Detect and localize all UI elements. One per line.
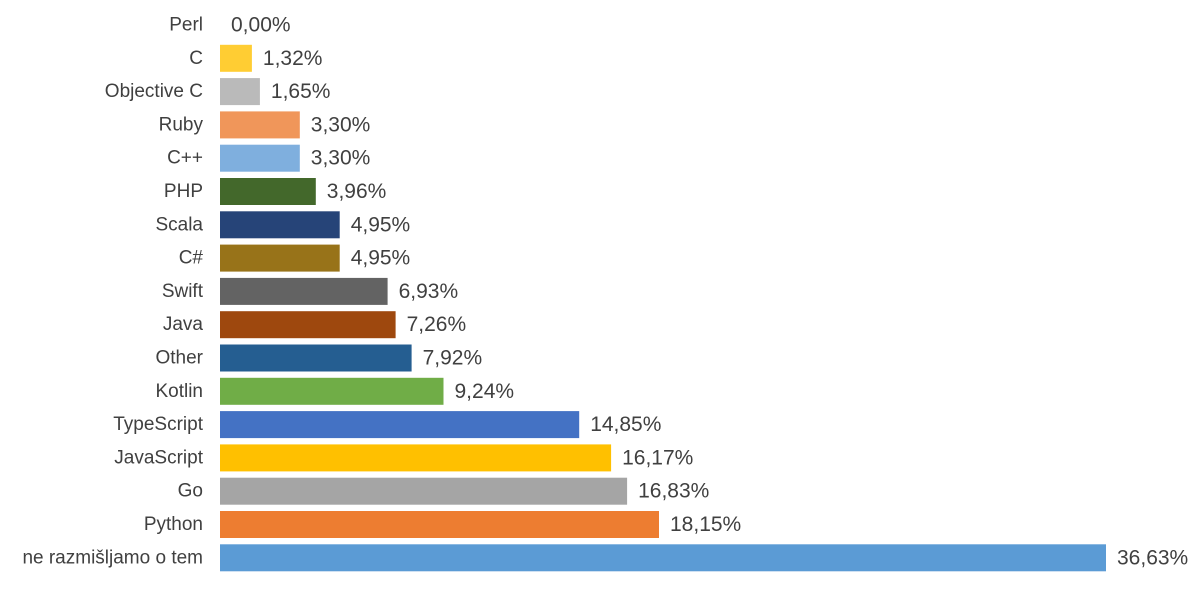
value-label: 16,83% bbox=[638, 480, 709, 503]
value-label: 3,30% bbox=[311, 113, 371, 136]
value-label: 36,63% bbox=[1117, 546, 1188, 569]
category-label: TypeScript bbox=[113, 414, 203, 435]
bar-6 bbox=[220, 211, 340, 239]
bar-4 bbox=[220, 144, 300, 172]
bar-15 bbox=[220, 511, 659, 538]
category-label: Scala bbox=[155, 214, 203, 235]
category-label: C++ bbox=[167, 148, 203, 169]
category-label: Swift bbox=[162, 281, 204, 302]
value-label: 1,65% bbox=[271, 80, 331, 103]
value-label: 3,96% bbox=[327, 180, 387, 203]
category-label: Other bbox=[155, 348, 203, 369]
value-labels-group: 0,00% 1,32% 1,65% 3,30% 3,30% 3,96% 4,95% 4,95%… bbox=[231, 14, 1188, 570]
bar-12 bbox=[220, 411, 580, 439]
bar-8 bbox=[220, 277, 388, 305]
category-label: Java bbox=[163, 314, 204, 335]
category-label: C bbox=[189, 48, 203, 69]
value-label: 7,26% bbox=[407, 313, 467, 336]
category-label: JavaScript bbox=[114, 447, 203, 468]
value-label: 6,93% bbox=[399, 280, 459, 303]
bar-5 bbox=[220, 178, 316, 205]
bar-2 bbox=[220, 78, 260, 106]
bar-13 bbox=[220, 444, 612, 472]
bar-14 bbox=[220, 477, 628, 505]
category-label: Python bbox=[144, 514, 203, 535]
value-label: 16,17% bbox=[622, 446, 693, 469]
bar-7 bbox=[220, 244, 340, 272]
category-label: ne razmišljamo o tem bbox=[22, 547, 203, 568]
value-label: 4,95% bbox=[351, 247, 411, 270]
category-label: C# bbox=[179, 248, 204, 269]
category-label: Ruby bbox=[159, 114, 204, 135]
value-label: 0,00% bbox=[231, 14, 291, 37]
category-label: PHP bbox=[164, 181, 203, 202]
category-label: Kotlin bbox=[155, 381, 203, 402]
value-label: 3,30% bbox=[311, 147, 371, 170]
category-labels-group: Perl C Objective C Ruby C++ PHP Scala C# Swift Ja… bbox=[22, 15, 203, 569]
category-label: Go bbox=[178, 481, 203, 502]
category-label: Perl bbox=[169, 15, 203, 36]
category-label: Objective C bbox=[105, 81, 203, 102]
bar-1 bbox=[220, 44, 252, 72]
value-label: 9,24% bbox=[455, 380, 515, 403]
value-label: 4,95% bbox=[351, 213, 411, 236]
bar-10 bbox=[220, 344, 412, 372]
bar-9 bbox=[220, 311, 396, 339]
bar-11 bbox=[220, 377, 444, 405]
bars-group bbox=[220, 44, 1106, 572]
value-label: 7,92% bbox=[423, 347, 483, 370]
value-label: 14,85% bbox=[590, 413, 661, 436]
value-label: 18,15% bbox=[670, 513, 741, 536]
value-label: 1,32% bbox=[263, 47, 323, 70]
bar-3 bbox=[220, 111, 300, 139]
bar-16 bbox=[220, 544, 1106, 572]
